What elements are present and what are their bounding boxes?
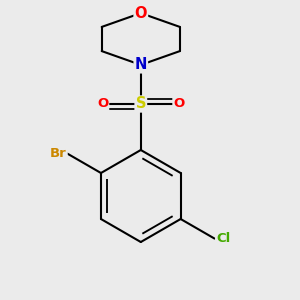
Text: O: O xyxy=(134,6,147,21)
Text: Br: Br xyxy=(50,147,67,160)
Text: Cl: Cl xyxy=(216,232,230,245)
Text: S: S xyxy=(136,97,146,112)
Text: O: O xyxy=(173,98,184,110)
Text: N: N xyxy=(135,57,147,72)
Text: O: O xyxy=(97,98,108,110)
